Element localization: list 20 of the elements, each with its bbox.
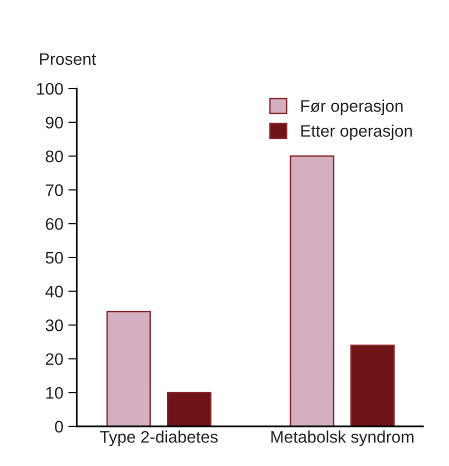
x-tick-label: Type 2-diabetes — [100, 430, 218, 446]
y-tick-label: 10 — [46, 387, 63, 399]
y-tick-label: 70 — [46, 184, 63, 196]
y-tick-label: 50 — [46, 252, 63, 264]
bar — [166, 392, 212, 426]
y-tick-label: 20 — [46, 353, 63, 366]
bar — [106, 310, 151, 426]
y-tick-label: 30 — [46, 319, 63, 332]
y-axis-title: Prosent — [40, 53, 96, 65]
y-tick-label: 80 — [46, 150, 63, 162]
legend-label: Før operasjon — [301, 100, 403, 116]
x-tick-label: Metabolsk syndrom — [271, 430, 414, 446]
y-tick-label: 90 — [46, 116, 63, 129]
y-tick-label: 40 — [45, 286, 63, 298]
legend-label: Etter operasjon — [301, 124, 412, 140]
y-tick-label: 0 — [54, 420, 63, 433]
bar — [350, 344, 395, 426]
y-tick-label: 60 — [46, 218, 63, 230]
bar — [290, 155, 334, 426]
y-tick-label: 100 — [37, 82, 63, 95]
